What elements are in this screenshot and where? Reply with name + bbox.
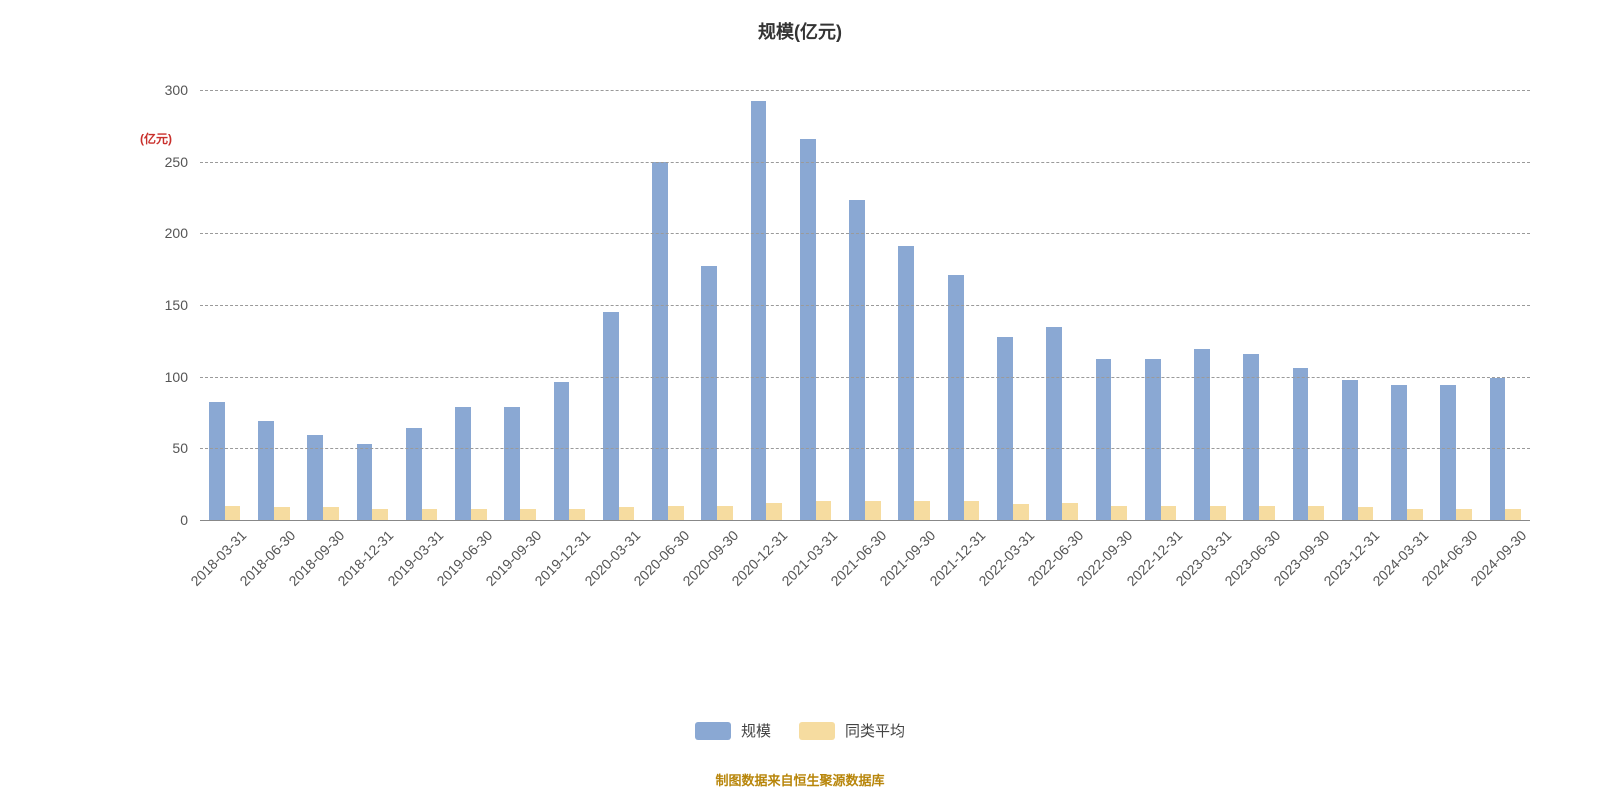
bar <box>554 382 570 520</box>
bar <box>455 407 471 520</box>
bar <box>225 506 241 520</box>
y-tick-label: 300 <box>165 82 200 98</box>
bar <box>372 509 388 520</box>
bar <box>274 507 290 520</box>
bar <box>1259 506 1275 520</box>
bar <box>1145 359 1161 520</box>
bar <box>1013 504 1029 520</box>
bar <box>422 509 438 520</box>
bar <box>849 200 865 520</box>
bar <box>1194 349 1210 520</box>
bar <box>1308 506 1324 520</box>
legend-label: 规模 <box>741 720 771 741</box>
y-tick-label: 200 <box>165 225 200 241</box>
bar <box>766 503 782 520</box>
bar <box>1293 368 1309 520</box>
bar <box>258 421 274 520</box>
bar <box>668 506 684 520</box>
bar <box>1342 380 1358 520</box>
gridline <box>200 377 1530 378</box>
bar <box>357 444 373 520</box>
bar <box>1505 509 1521 520</box>
bar <box>1440 385 1456 520</box>
plot-area: 0501001502002503002018-03-312018-06-3020… <box>200 90 1530 520</box>
bar <box>1096 359 1112 520</box>
bar <box>406 428 422 520</box>
bar <box>1456 509 1472 520</box>
bar <box>1210 506 1226 520</box>
gridline <box>200 233 1530 234</box>
bar <box>1062 503 1078 520</box>
bar <box>800 139 816 520</box>
legend-label: 同类平均 <box>845 720 905 741</box>
gridline <box>200 162 1530 163</box>
bar <box>323 507 339 520</box>
bar <box>1358 507 1374 520</box>
legend: 规模 同类平均 <box>0 720 1600 741</box>
legend-item: 规模 <box>695 720 771 741</box>
bar <box>948 275 964 520</box>
bar <box>1161 506 1177 520</box>
bar <box>751 101 767 520</box>
chart-root: 规模(亿元) (亿元) 0501001502002503002018-03-31… <box>0 0 1600 800</box>
gridline <box>200 448 1530 449</box>
legend-swatch <box>799 722 835 740</box>
bar <box>209 402 225 520</box>
y-tick-label: 0 <box>180 512 200 528</box>
chart-title: 规模(亿元) <box>0 18 1600 44</box>
gridline <box>200 90 1530 91</box>
bar <box>1111 506 1127 520</box>
bar <box>865 501 881 520</box>
bar <box>619 507 635 520</box>
bar <box>603 312 619 520</box>
legend-swatch <box>695 722 731 740</box>
bar <box>717 506 733 520</box>
x-axis-baseline <box>200 520 1530 521</box>
footer-note: 制图数据来自恒生聚源数据库 <box>0 770 1600 789</box>
bar <box>914 501 930 520</box>
gridline <box>200 305 1530 306</box>
y-axis-unit-label: (亿元) <box>140 130 172 147</box>
bar <box>520 509 536 520</box>
legend-item: 同类平均 <box>799 720 905 741</box>
bar <box>1407 509 1423 520</box>
bar <box>816 501 832 520</box>
y-tick-label: 150 <box>165 297 200 313</box>
bar <box>569 509 585 520</box>
bar <box>964 501 980 520</box>
y-tick-label: 50 <box>172 440 200 456</box>
bar <box>1391 385 1407 520</box>
bar <box>1046 327 1062 521</box>
bar <box>471 509 487 520</box>
y-tick-label: 100 <box>165 369 200 385</box>
bar <box>898 246 914 520</box>
y-tick-label: 250 <box>165 154 200 170</box>
bar <box>504 407 520 520</box>
bar <box>997 337 1013 520</box>
bar <box>1243 354 1259 520</box>
bar <box>652 162 668 520</box>
